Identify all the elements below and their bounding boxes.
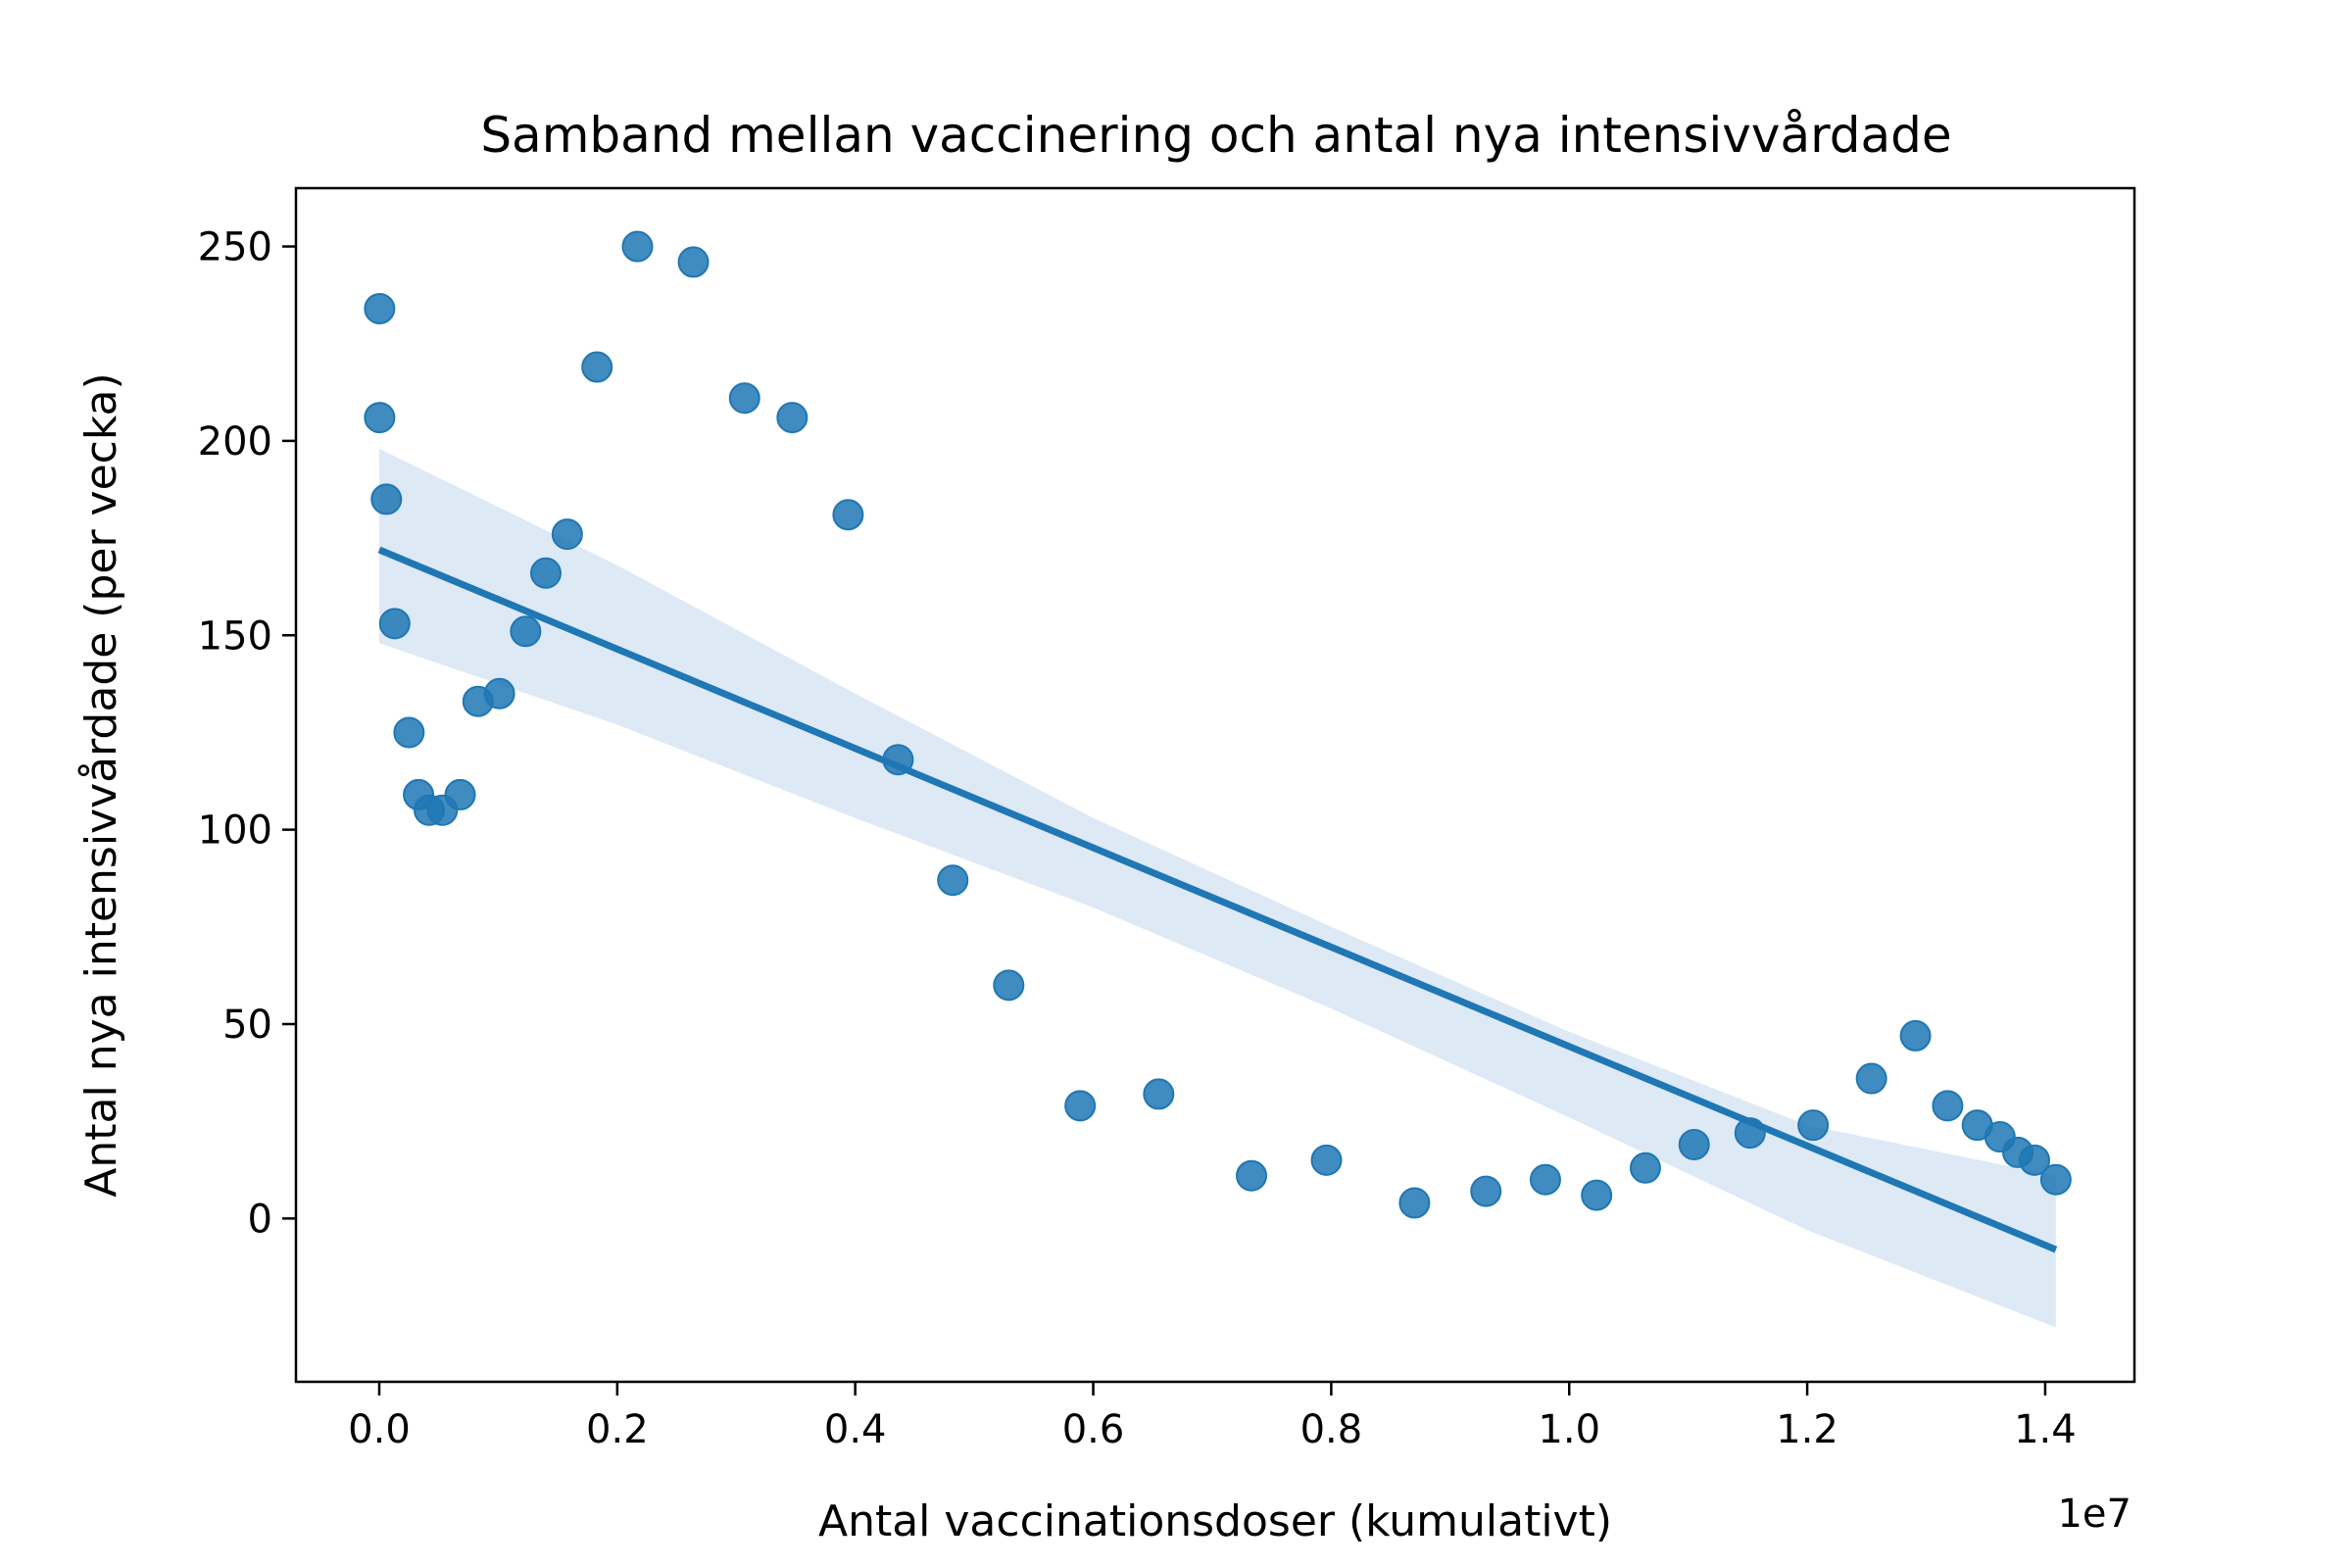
data-point	[2041, 1165, 2071, 1195]
data-point	[582, 353, 612, 382]
data-point	[622, 232, 652, 262]
data-point	[679, 247, 709, 276]
data-point	[446, 780, 475, 809]
data-point	[994, 970, 1023, 1000]
data-point	[1144, 1079, 1173, 1108]
y-axis-ticks: 0 50 100 150 200 250	[198, 225, 296, 1243]
data-point	[1680, 1130, 1709, 1159]
data-point	[1399, 1188, 1429, 1217]
data-point	[883, 745, 912, 774]
x-axis-label: Antal vaccinationsdoser (kumulativt)	[818, 1496, 1612, 1546]
data-point	[938, 865, 967, 895]
data-point	[1857, 1064, 1886, 1094]
data-point	[511, 616, 540, 646]
data-point	[380, 609, 410, 638]
confidence-band	[379, 449, 2056, 1328]
data-point	[1736, 1118, 1765, 1148]
y-tick-label: 150	[198, 613, 272, 659]
x-tick-label: 1.4	[2014, 1407, 2077, 1452]
data-point	[1065, 1091, 1095, 1120]
data-point	[553, 519, 582, 549]
x-tick-label: 0.2	[586, 1407, 649, 1452]
data-point	[365, 403, 394, 432]
data-point	[365, 294, 394, 323]
confidence-band-layer	[379, 449, 2056, 1328]
y-tick-label: 50	[222, 1003, 272, 1048]
y-tick-label: 100	[198, 808, 272, 854]
x-axis-ticks: 0.0 0.2 0.4 0.6 0.8 1.0 1.2 1.4	[348, 1382, 2077, 1452]
data-point	[1933, 1091, 1962, 1120]
y-tick-label: 200	[198, 419, 272, 465]
data-point	[394, 717, 423, 747]
chart-title: Samband mellan vaccinering och antal nya…	[480, 107, 1951, 164]
data-point	[1631, 1153, 1660, 1183]
x-tick-label: 0.6	[1062, 1407, 1125, 1452]
y-tick-label: 250	[198, 225, 272, 270]
data-point	[485, 679, 514, 709]
y-axis-label: Antal nya intensivvårdade (per vecka)	[76, 372, 126, 1197]
data-point	[1582, 1181, 1611, 1210]
data-point	[777, 403, 807, 432]
data-point	[1531, 1165, 1560, 1195]
x-tick-label: 1.2	[1776, 1407, 1838, 1452]
data-point	[1901, 1021, 1931, 1051]
data-point	[1312, 1146, 1342, 1175]
x-tick-label: 0.0	[348, 1407, 411, 1452]
x-tick-label: 0.4	[824, 1407, 887, 1452]
regression-line-layer	[379, 550, 2056, 1250]
data-point	[531, 559, 561, 588]
data-point	[1471, 1177, 1500, 1206]
x-axis-offset-label: 1e7	[2057, 1492, 2132, 1537]
data-point	[833, 500, 862, 529]
data-point	[730, 383, 760, 413]
y-tick-label: 0	[248, 1197, 272, 1242]
regression-line	[379, 550, 2056, 1250]
x-tick-label: 1.0	[1538, 1407, 1600, 1452]
data-point	[1798, 1110, 1828, 1140]
data-point	[371, 484, 401, 514]
plot-area	[296, 188, 2134, 1382]
data-point	[1237, 1161, 1266, 1191]
x-tick-label: 0.8	[1300, 1407, 1363, 1452]
